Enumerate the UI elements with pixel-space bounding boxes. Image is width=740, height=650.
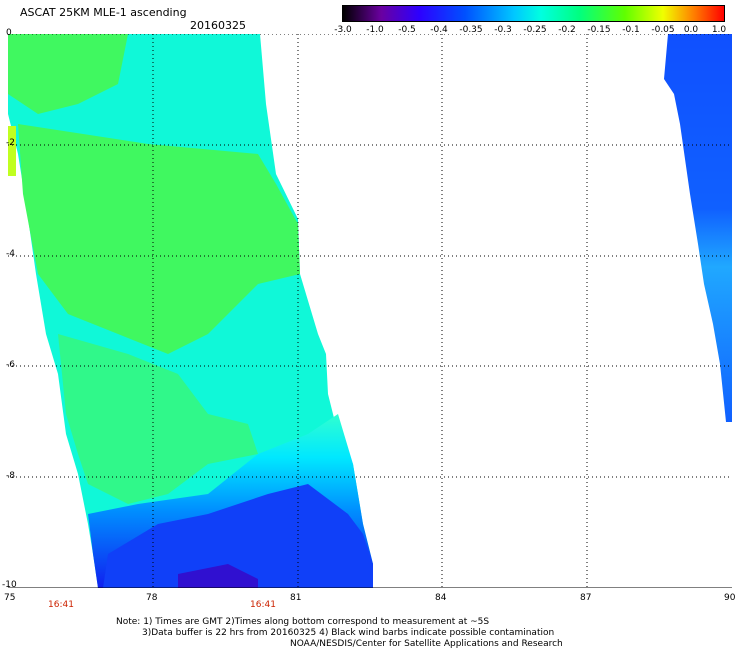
color-scale-label: -0.35 <box>459 25 483 35</box>
lat-tick-label: -4 <box>6 249 15 259</box>
color-scale-label: -0.4 <box>430 25 448 35</box>
color-scale-label: -0.3 <box>494 25 512 35</box>
lon-tick-label: 90 <box>724 593 736 603</box>
footer-note: Note: 1) Times are GMT 2)Times along bot… <box>116 617 490 627</box>
lat-tick-label: 0 <box>6 28 12 38</box>
lat-tick-label: -2 <box>6 138 15 148</box>
footer-credit: NOAA/NESDIS/Center for Satellite Applica… <box>290 639 563 649</box>
color-scale-label: -3.0 <box>334 25 352 35</box>
orbit-time-label: 16:41 <box>48 600 74 610</box>
swath-east <box>664 34 732 422</box>
color-scale-label: -0.1 <box>622 25 640 35</box>
color-scale-bar <box>342 5 725 22</box>
swath-green-band <box>8 34 128 114</box>
color-scale-label: 1.0 <box>711 25 727 35</box>
longitude-grid <box>152 34 588 588</box>
lat-tick-label: -8 <box>6 471 15 481</box>
lon-tick-label: 87 <box>580 593 592 603</box>
color-scale-label: -0.25 <box>523 25 547 35</box>
swath-green-band <box>58 334 258 504</box>
swath-green-band <box>18 124 300 354</box>
map-title: ASCAT 25KM MLE-1 ascending <box>20 6 187 19</box>
color-scale-label: -0.2 <box>558 25 576 35</box>
swath-blue-core <box>103 484 373 588</box>
latitude-grid <box>8 34 732 478</box>
lon-tick-label: 75 <box>4 593 16 603</box>
map-plot <box>8 34 732 588</box>
color-scale-label: -0.05 <box>651 25 675 35</box>
orbit-time-label: 16:41 <box>250 600 276 610</box>
lat-tick-label: -6 <box>6 360 15 370</box>
lat-tick-label: -10 <box>2 580 17 590</box>
color-scale-label: -0.15 <box>587 25 611 35</box>
map-date: 20160325 <box>190 19 246 32</box>
footer-note: 3)Data buffer is 22 hrs from 20160325 4)… <box>142 628 555 638</box>
lon-tick-label: 81 <box>290 593 302 603</box>
color-scale-label: -0.5 <box>398 25 416 35</box>
lon-tick-label: 78 <box>146 593 158 603</box>
color-scale-label: 0.0 <box>683 25 699 35</box>
lon-tick-label: 84 <box>435 593 447 603</box>
swath-edge-warm <box>8 126 16 176</box>
swath-violet-spot <box>178 564 258 588</box>
color-scale-label: -1.0 <box>366 25 384 35</box>
